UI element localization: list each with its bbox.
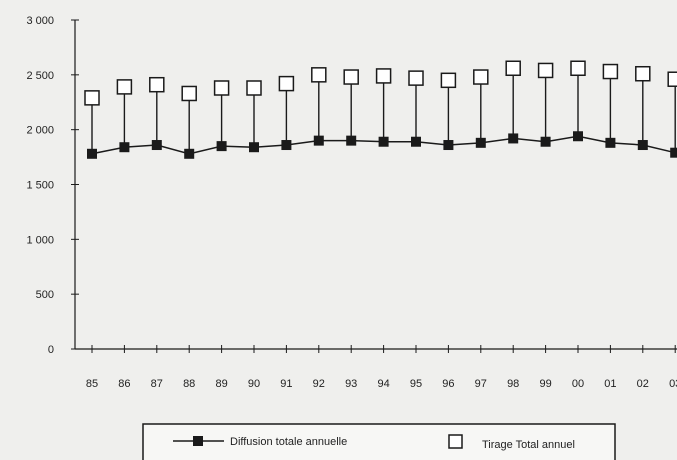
diffusion-point [508,133,519,144]
y-axis-ticks: 0 500 1 000 1 500 2 000 2 500 3 000 [26,15,79,356]
diffusion-point [540,136,551,147]
diffusion-point [119,142,130,153]
tirage-point [635,65,651,82]
x-tick-label: 02 [637,378,649,390]
legend-diffusion-label: Diffusion totale annuelle [230,436,347,448]
x-tick-label: 87 [151,378,163,390]
tirage-point [440,72,457,89]
x-tick-label: 94 [377,378,389,390]
diffusion-point [475,137,486,148]
tirage-point [537,62,554,79]
diffusion-point [573,131,583,142]
y-tick-label: 2 000 [26,125,54,137]
y-tick-label: 1 500 [26,180,54,192]
x-tick-label: 99 [539,378,551,390]
x-tick-label: 88 [183,378,195,390]
x-tick-label: 92 [313,378,325,390]
diffusion-point [249,142,259,153]
tirage-point [311,67,327,83]
diffusion-point [216,141,227,152]
x-axis-ticks: 85 86 87 88 89 90 91 92 93 94 95 96 97 98 99 00 01 02 03 [86,345,677,390]
x-tick-label: 89 [215,378,227,390]
legend: Diffusion totale annuelle Tirage Total a… [142,423,616,460]
drop-lines [91,68,676,154]
legend-tirage-marker [448,434,463,449]
tirage-point [181,85,197,102]
diffusion-point [313,135,324,146]
x-tick-label: 96 [442,378,454,390]
diffusion-point [378,136,389,147]
tirage-point [570,60,586,77]
diffusion-point [151,140,162,151]
x-tick-label: 93 [345,378,357,390]
tirage-point [149,76,165,93]
y-tick-label: 1 000 [26,234,54,246]
tirage-point [408,70,424,86]
y-tick-label: 3 000 [26,15,54,27]
y-tick-label: 500 [36,289,54,301]
x-tick-label: 95 [410,378,422,390]
tirage-point [84,90,100,106]
diffusion-point [605,137,616,148]
x-tick-label: 03 [669,378,677,390]
diffusion-point [637,140,648,151]
tirage-point [246,80,262,96]
x-tick-label: 86 [118,378,130,390]
legend-diffusion-marker [193,436,203,446]
tirage-point [602,63,619,80]
tirage-point [667,71,677,87]
tirage-point [505,60,521,77]
diffusion-point [411,136,421,147]
tirage-point [213,80,230,96]
x-tick-label: 91 [280,378,292,390]
markers [84,60,677,159]
diffusion-point [184,148,195,159]
diffusion-point [87,148,97,159]
y-tick-label: 0 [48,344,54,356]
x-tick-label: 97 [475,378,487,390]
diffusion-point [281,140,292,151]
tirage-point [278,75,295,92]
y-tick-label: 2 500 [26,70,54,82]
x-tick-label: 98 [507,378,519,390]
diffusion-point [346,135,357,146]
legend-tirage-label: Tirage Total annuel [482,439,575,451]
tirage-point [473,69,489,85]
diffusion-point [443,140,454,151]
x-tick-label: 01 [604,378,616,390]
x-tick-label: 00 [572,378,584,390]
tirage-point [375,68,392,84]
tirage-point [116,79,133,95]
diffusion-point [670,147,677,158]
tirage-point [343,69,359,85]
x-tick-label: 85 [86,378,98,390]
x-tick-label: 90 [248,378,260,390]
legend-box [142,423,616,460]
